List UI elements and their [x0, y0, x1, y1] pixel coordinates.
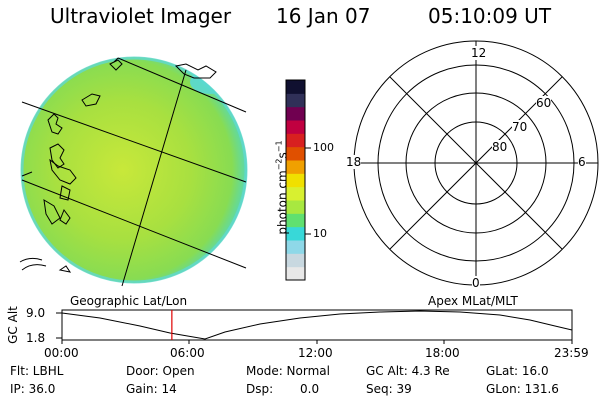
door-status: Door: Open — [126, 364, 195, 378]
lat-label-70: 70 — [512, 120, 528, 134]
ytick-bottom: 1.8 — [26, 331, 46, 345]
colorbar-segment — [286, 253, 305, 268]
colorbar-segment — [286, 186, 305, 201]
colorbar-segment — [286, 80, 305, 94]
xtick-0600: 06:00 — [170, 346, 205, 360]
gc-alt-status: GC Alt: 4.3 Re — [366, 364, 450, 378]
polar-label-12: 12 — [471, 46, 487, 60]
polar-plot — [353, 40, 599, 286]
dsp-label: Dsp: — [246, 382, 274, 396]
colorbar-segment — [286, 120, 305, 134]
apex-caption: Apex MLat/MLT — [428, 294, 518, 308]
ytick-top: 9.0 — [26, 306, 46, 320]
geographic-caption: Geographic Lat/Lon — [70, 294, 188, 308]
colorbar-segment — [286, 200, 305, 214]
xtick-0000: 00:00 — [44, 346, 79, 360]
polar-label-18: 18 — [346, 155, 362, 169]
altitude-curve — [61, 310, 573, 340]
colorbar-segment — [286, 240, 305, 254]
colorbar-tick-100: 100 — [313, 141, 334, 154]
colorbar-tick-10: 10 — [313, 227, 327, 240]
date-label: 16 Jan 07 — [276, 4, 371, 28]
polar-label-0: 0 — [472, 276, 480, 290]
glon-status: GLon: 131.6 — [486, 382, 559, 396]
lat-label-60: 60 — [536, 96, 552, 110]
unit-sup2: −1 — [274, 140, 284, 153]
filter-status: Flt: LBHL — [10, 364, 64, 378]
unit-sup1: −2 — [274, 158, 284, 171]
xtick-1200: 12:00 — [298, 346, 333, 360]
polar-label-6: 6 — [578, 155, 586, 169]
colorbar-segment — [286, 160, 305, 174]
gain-status: Gain: 14 — [126, 382, 177, 396]
ip-status: IP: 36.0 — [10, 382, 56, 396]
colorbar-segment — [286, 266, 305, 281]
xtick-1800: 18:00 — [425, 346, 460, 360]
time-label: 05:10:09 UT — [428, 4, 552, 28]
seq-status: Seq: 39 — [366, 382, 412, 396]
color-scale-bar — [286, 80, 305, 281]
lat-label-80: 80 — [492, 140, 508, 154]
colorbar-segment — [286, 106, 305, 121]
colorbar-segment — [286, 146, 305, 161]
colorbar-segment — [286, 213, 305, 228]
dsp-value: 0.0 — [300, 382, 320, 396]
unit-prefix: photon cm — [275, 170, 290, 235]
geo-grid-lines — [21, 57, 247, 287]
colorbar-segment — [286, 173, 305, 188]
unit-mid: s — [275, 152, 290, 159]
mode-status: Mode: Normal — [246, 364, 330, 378]
timeline-plot — [56, 309, 573, 344]
colorbar-segment — [286, 226, 305, 241]
gc-alt-axis-label: GC Alt — [6, 306, 20, 344]
imager-title: Ultraviolet Imager — [50, 4, 232, 28]
colorbar-unit-label: photon cm−2s−1 — [275, 128, 290, 248]
coastline-outlines — [19, 59, 217, 273]
colorbar-segment — [286, 93, 305, 108]
xtick-2359: 23:59 — [554, 346, 589, 360]
glat-status: GLat: 16.0 — [486, 364, 549, 378]
colorbar-segment — [286, 133, 305, 148]
